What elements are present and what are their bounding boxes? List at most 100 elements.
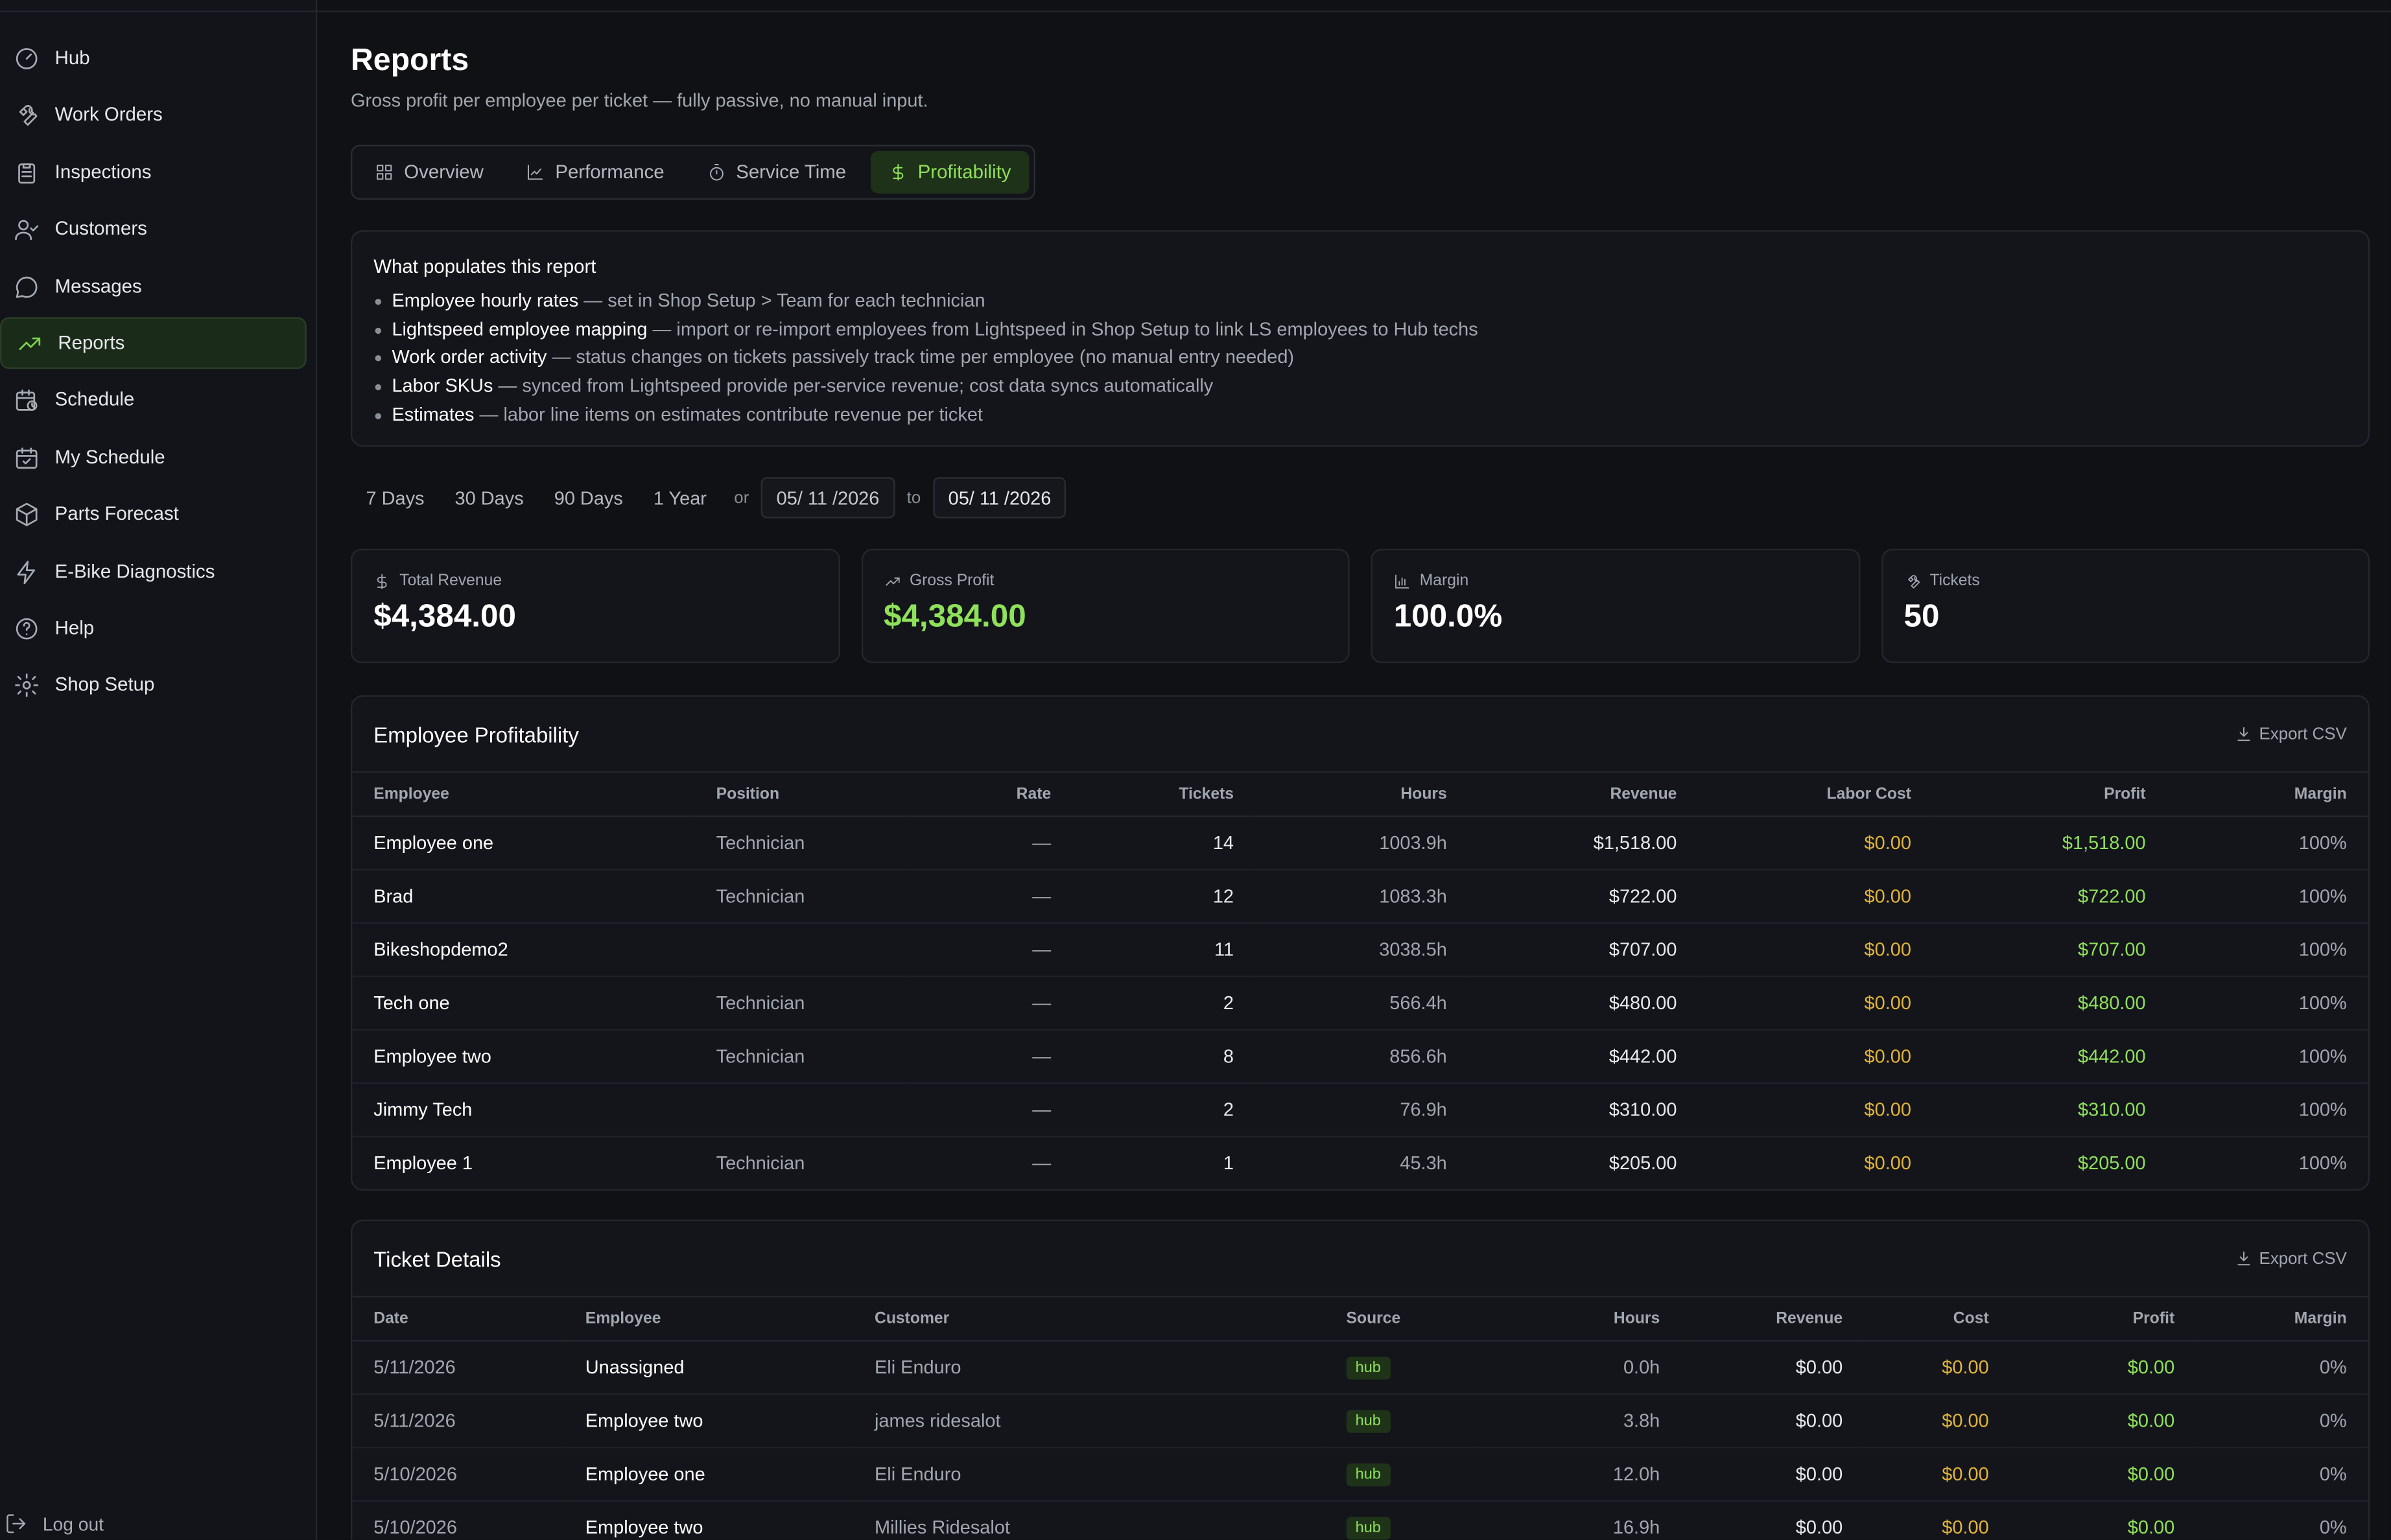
table-row[interactable]: Jimmy Tech — 2 76.9h $310.00 $0.00 $310.… xyxy=(352,1082,2368,1137)
page-title: Reports xyxy=(350,42,469,78)
source-badge: hub xyxy=(1346,1356,1390,1379)
end-date-input[interactable]: 05/ 11 /2026 xyxy=(933,477,1066,519)
cell-hours: 76.9h xyxy=(1254,1082,1468,1137)
logout-button[interactable]: Log out xyxy=(0,1512,104,1535)
cell-cost: $0.00 xyxy=(1864,1393,2010,1448)
dollar-icon xyxy=(377,573,387,589)
sidebar-item-hub[interactable]: Hub xyxy=(0,32,307,84)
cell-position: Technician xyxy=(716,1152,805,1174)
col-header[interactable]: Date xyxy=(352,1297,564,1341)
range-90-days-button[interactable]: 90 Days xyxy=(554,487,623,509)
tab-profitability[interactable]: Profitability xyxy=(870,150,1030,194)
table-row[interactable]: Bikeshopdemo2 — 11 3038.5h $707.00 $0.00… xyxy=(352,922,2368,977)
cell-employee: Employee two xyxy=(352,1029,695,1084)
cell-source: hub xyxy=(1325,1340,1478,1394)
col-header[interactable]: Hours xyxy=(1254,773,1468,817)
col-header[interactable]: Employee xyxy=(563,1297,854,1341)
cell-customer: Eli Enduro xyxy=(853,1340,1325,1394)
col-header[interactable]: Position xyxy=(694,773,908,817)
col-header[interactable]: Profit xyxy=(2010,1297,2197,1341)
sidebar-item-reports[interactable]: Reports xyxy=(0,317,307,369)
cell-position: Technician xyxy=(694,815,908,870)
sidebar-item-label: Help xyxy=(54,617,95,639)
col-header[interactable]: Source xyxy=(1325,1297,1478,1341)
col-header[interactable]: Tickets xyxy=(1072,773,1255,817)
cell-position xyxy=(694,922,908,977)
cell-employee: Employee two xyxy=(585,1516,703,1538)
range-30-days-button[interactable]: 30 Days xyxy=(454,487,524,509)
table-row[interactable]: 5/11/2026 Employee two james ridesalot h… xyxy=(352,1393,2368,1448)
ticket-table-body: 5/11/2026 Unassigned Eli Enduro hub 0.0h… xyxy=(352,1340,2368,1539)
table-row[interactable]: Employee 1 Technician — 1 45.3h $205.00 … xyxy=(352,1136,2368,1189)
stat-label: Gross Profit xyxy=(909,572,995,590)
calendar-clock-icon xyxy=(16,388,38,410)
sidebar-item-inspections[interactable]: Inspections xyxy=(0,146,307,198)
table-row[interactable]: Employee two Technician — 8 856.6h $442.… xyxy=(352,1029,2368,1084)
cell-cost: $0.00 xyxy=(1942,1516,1989,1538)
sidebar-item-schedule[interactable]: Schedule xyxy=(0,373,307,425)
cell-revenue: $480.00 xyxy=(1468,975,1699,1030)
cell-source: hub xyxy=(1325,1447,1478,1501)
sidebar: Hub Work Orders Inspections Customers Me… xyxy=(0,0,318,1540)
col-header[interactable]: Revenue xyxy=(1468,773,1699,817)
cell-revenue: $310.00 xyxy=(1468,1082,1699,1137)
col-header[interactable]: Rate xyxy=(908,773,1073,817)
cell-profit: $480.00 xyxy=(1932,975,2167,1030)
sidebar-item-shop-setup[interactable]: Shop Setup xyxy=(0,659,307,710)
start-date-input[interactable]: 05/ 11 /2026 xyxy=(761,477,895,519)
table-row[interactable]: Brad Technician — 12 1083.3h $722.00 $0.… xyxy=(352,869,2368,924)
export-csv-button[interactable]: Export CSV xyxy=(2235,1249,2347,1268)
sidebar-item-help[interactable]: Help xyxy=(0,602,307,654)
sidebar-item-work-orders[interactable]: Work Orders xyxy=(0,88,307,140)
logout-label: Log out xyxy=(42,1513,104,1535)
cell-rate: — xyxy=(908,1082,1073,1137)
tab-performance[interactable]: Performance xyxy=(508,151,682,194)
cell-labor-cost: $0.00 xyxy=(1864,1152,1911,1174)
col-header[interactable]: Revenue xyxy=(1681,1297,1865,1341)
tab-service-time[interactable]: Service Time xyxy=(689,151,864,194)
cell-tickets: 14 xyxy=(1072,815,1255,870)
cell-margin: 0% xyxy=(2196,1340,2368,1394)
sidebar-item-ebike-diagnostics[interactable]: E-Bike Diagnostics xyxy=(0,546,307,598)
info-desc: — set in Shop Setup > Team for each tech… xyxy=(578,289,985,311)
col-header[interactable]: Margin xyxy=(2167,773,2368,817)
range-7-days-button[interactable]: 7 Days xyxy=(366,487,425,509)
source-badge: hub xyxy=(1346,1462,1390,1486)
tab-overview[interactable]: Overview xyxy=(357,151,502,194)
sidebar-item-my-schedule[interactable]: My Schedule xyxy=(0,432,307,484)
col-header[interactable]: Hours xyxy=(1477,1297,1682,1341)
tab-label: Profitability xyxy=(917,161,1011,183)
cell-margin: 100% xyxy=(2167,869,2368,924)
table-row[interactable]: 5/11/2026 Unassigned Eli Enduro hub 0.0h… xyxy=(352,1340,2368,1394)
cell-date: 5/10/2026 xyxy=(352,1447,564,1501)
col-header[interactable]: Profit xyxy=(1932,773,2167,817)
col-header[interactable]: Margin xyxy=(2196,1297,2368,1341)
dollar-icon xyxy=(893,164,904,181)
col-header[interactable]: Cost xyxy=(1864,1297,2010,1341)
cell-profit: $205.00 xyxy=(2078,1152,2146,1174)
col-header[interactable]: Employee xyxy=(352,773,695,817)
stat-label: Tickets xyxy=(1929,572,1980,590)
cell-rate: — xyxy=(1032,1152,1052,1174)
range-1-year-button[interactable]: 1 Year xyxy=(653,487,707,509)
sidebar-item-customers[interactable]: Customers xyxy=(0,203,307,255)
table-row[interactable]: 5/10/2026 Employee one Eli Enduro hub 12… xyxy=(352,1447,2368,1501)
sidebar-item-label: Parts Forecast xyxy=(54,503,179,525)
table-row[interactable]: 5/10/2026 Employee two Millies Ridesalot… xyxy=(352,1500,2368,1539)
table-row[interactable]: Tech one Technician — 2 566.4h $480.00 $… xyxy=(352,975,2368,1030)
cell-position: Technician xyxy=(694,1029,908,1084)
table-row[interactable]: Employee one Technician — 14 1003.9h $1,… xyxy=(352,815,2368,870)
export-csv-button[interactable]: Export CSV xyxy=(2235,725,2347,743)
info-desc: — import or re-import employees from Lig… xyxy=(647,318,1478,340)
cell-margin: 0% xyxy=(2196,1447,2368,1501)
grid-icon xyxy=(377,165,392,180)
col-header[interactable]: Labor Cost xyxy=(1698,773,1933,817)
sidebar-item-parts-forecast[interactable]: Parts Forecast xyxy=(0,488,307,540)
sidebar-item-messages[interactable]: Messages xyxy=(0,261,307,312)
col-header[interactable]: Customer xyxy=(853,1297,1325,1341)
wrench-icon xyxy=(1907,574,1920,588)
cell-hours: 45.3h xyxy=(1400,1152,1447,1174)
message-circle-icon xyxy=(16,275,38,298)
sidebar-item-label: Messages xyxy=(54,275,142,298)
cell-margin: 100% xyxy=(2167,975,2368,1030)
